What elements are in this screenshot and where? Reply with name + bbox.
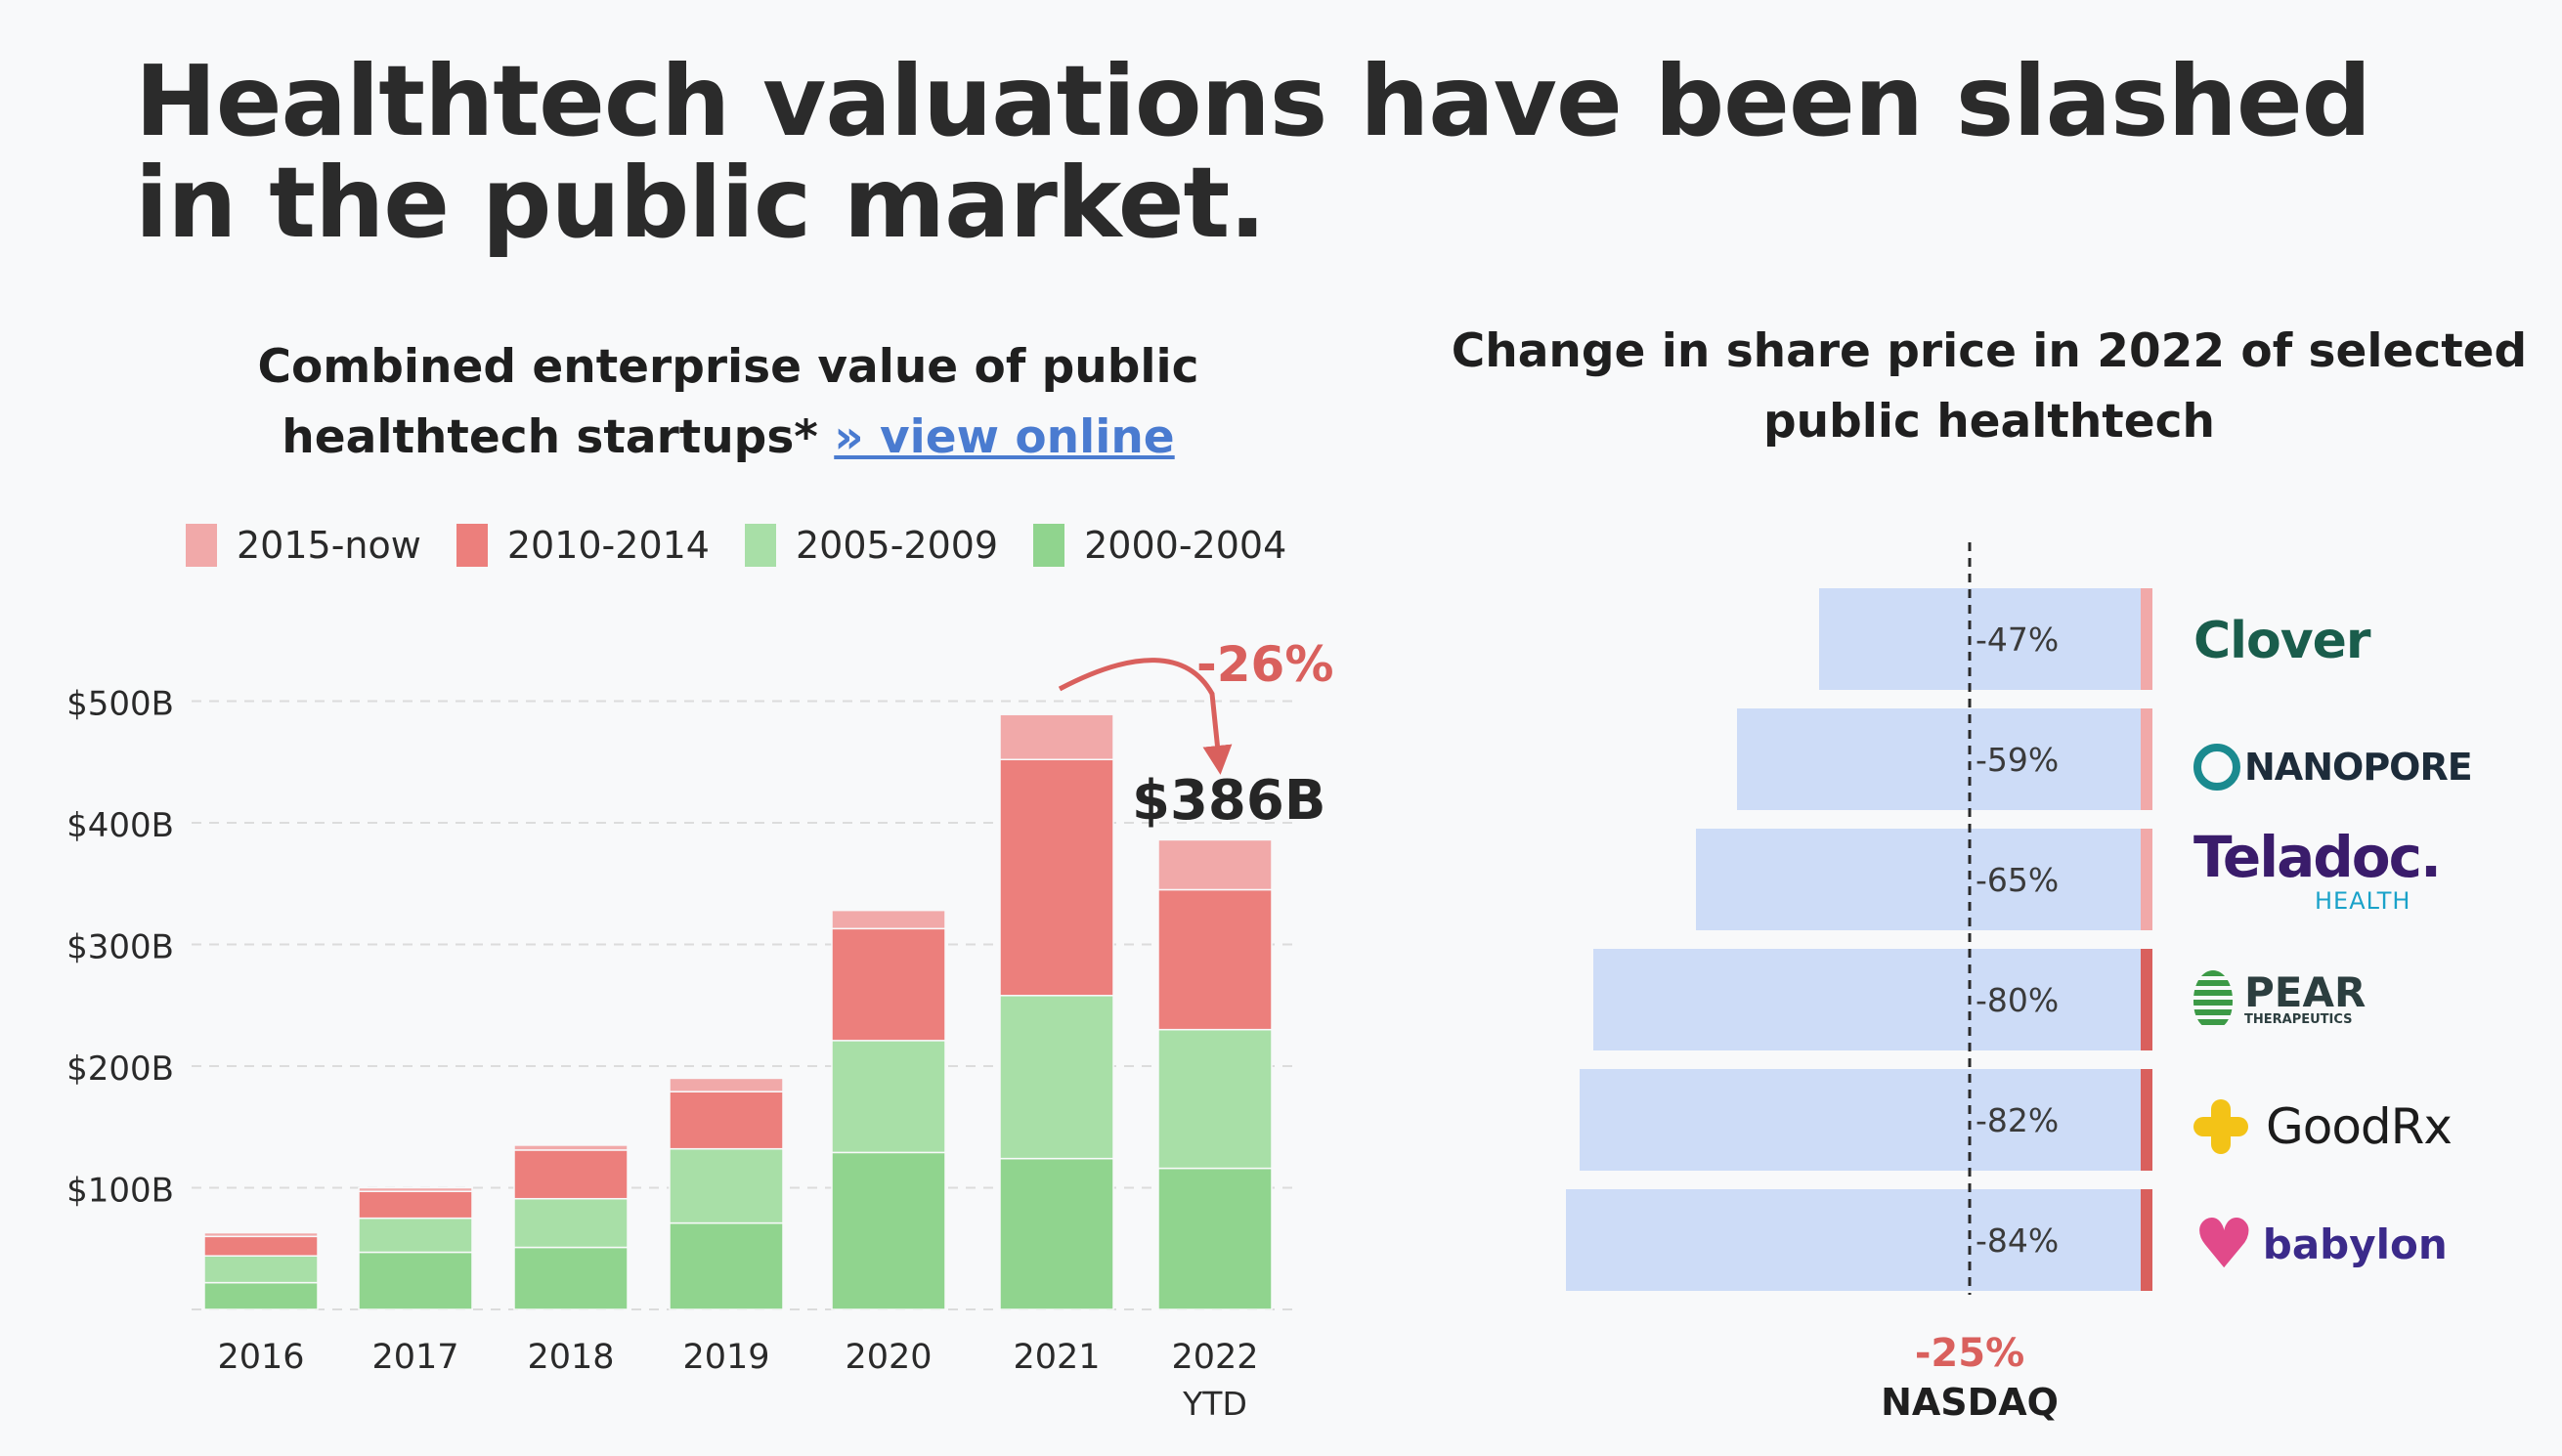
change-annotation: -26% <box>1196 636 1333 693</box>
change-arrow <box>1058 658 1233 775</box>
bar-segment-2005-2009-2017 <box>358 1217 473 1254</box>
share-price-value-label: -80% <box>1976 981 2059 1019</box>
bar-segment-2010-2014-2017 <box>358 1190 473 1220</box>
chart-legend: 2015-now 2010-2014 2005-2009 2000-2004 <box>186 524 1322 567</box>
bar-segment-2000-2004-2022 <box>1157 1167 1273 1310</box>
bar-segment-2000-2004-2018 <box>513 1246 629 1310</box>
y-tick-label: $300B <box>66 928 174 967</box>
plus-icon <box>2193 1099 2248 1154</box>
nasdaq-value-label: -25% <box>1915 1331 2024 1376</box>
babylon-logo: ♥ babylon <box>2193 1204 2448 1284</box>
y-tick-label: $100B <box>66 1172 174 1211</box>
bar-segment-2015-now-2022 <box>1157 838 1273 891</box>
legend-swatch <box>1033 524 1065 567</box>
share-price-bar-Clover <box>1819 588 2141 690</box>
legend-item: 2015-now <box>186 524 421 567</box>
x-tick-sublabel: YTD <box>1182 1385 1247 1423</box>
bar-end-marker <box>2141 829 2152 930</box>
bar-segment-2010-2014-2021 <box>999 758 1114 997</box>
x-tick-label: 2019 <box>682 1338 769 1377</box>
share-price-bar-Teladoc Health <box>1696 829 2141 930</box>
page-title: Healthtech valuations have been slashed … <box>135 44 2371 260</box>
bar-segment-2005-2009-2018 <box>513 1197 629 1249</box>
oxford-nanopore-logo: NANOPORE <box>2193 723 2516 811</box>
y-tick-label: $400B <box>66 806 174 845</box>
bar-segment-2010-2014-2016 <box>203 1235 319 1257</box>
y-tick-label: $200B <box>66 1049 174 1089</box>
bar-end-marker <box>2141 588 2152 690</box>
goodrx-logo: GoodRx <box>2193 1083 2516 1171</box>
share-price-value-label: -47% <box>1976 621 2059 659</box>
legend-item: 2000-2004 <box>1033 524 1286 567</box>
left-chart-subtitle-text: Combined enterprise value of public heal… <box>257 340 1199 464</box>
bar-segment-2015-now-2021 <box>999 713 1114 761</box>
bar-end-marker <box>2141 708 2152 810</box>
legend-swatch <box>186 524 217 567</box>
bar-segment-2005-2009-2020 <box>831 1040 946 1154</box>
legend-item: 2010-2014 <box>456 524 710 567</box>
bar-end-marker <box>2141 1069 2152 1171</box>
share-price-value-label: -65% <box>1976 861 2059 899</box>
share-price-chart: -47% -59% -65% -80% -82% -84% -25% NASDAQ <box>1566 542 2152 1424</box>
bar-segment-2005-2009-2022 <box>1157 1028 1273 1170</box>
right-chart-subtitle: Change in share price in 2022 of selecte… <box>1451 324 2528 449</box>
x-tick-label: 2016 <box>217 1338 304 1377</box>
bar-segment-2000-2004-2021 <box>999 1157 1114 1310</box>
legend-label: 2000-2004 <box>1084 524 1287 567</box>
x-tick-label: 2020 <box>845 1338 932 1377</box>
bar-segment-2000-2004-2019 <box>669 1221 784 1310</box>
legend-label: 2010-2014 <box>506 524 710 567</box>
bar-segment-2010-2014-2018 <box>513 1149 629 1200</box>
share-price-value-label: -82% <box>1976 1101 2059 1139</box>
bar-segment-2010-2014-2022 <box>1157 888 1273 1031</box>
share-price-bar-babylon <box>1566 1189 2141 1291</box>
pear-therapeutics-logo: PEAR THERAPEUTICS <box>2193 956 2516 1044</box>
left-chart-subtitle: Combined enterprise value of public heal… <box>117 332 1339 473</box>
stacked-bar-chart: $100B $200B $300B $400B $500B 2016 2017 2018 201… <box>66 636 1333 1423</box>
nanopore-ring-icon <box>2193 744 2240 791</box>
share-price-value-label: -84% <box>1976 1221 2059 1260</box>
share-price-bar-Pear Therapeutics <box>1593 949 2141 1050</box>
legend-swatch <box>456 524 488 567</box>
total-annotation: $386B <box>1132 769 1326 833</box>
bar-segment-2005-2009-2021 <box>999 995 1114 1160</box>
bar-segment-2000-2004-2016 <box>203 1281 319 1310</box>
legend-swatch <box>744 524 776 567</box>
legend-label: 2015-now <box>237 524 421 567</box>
share-price-value-label: -59% <box>1976 741 2059 779</box>
view-online-link[interactable]: » view online <box>834 410 1175 464</box>
bar-end-marker <box>2141 949 2152 1050</box>
x-tick-label: 2021 <box>1013 1338 1100 1377</box>
bar-segment-2010-2014-2019 <box>669 1091 784 1150</box>
bar-segment-2015-now-2018 <box>513 1144 629 1151</box>
nasdaq-name-label: NASDAQ <box>1881 1381 2059 1424</box>
bar-segment-2000-2004-2017 <box>358 1251 473 1310</box>
bar-segment-2015-now-2020 <box>831 909 946 930</box>
clover-logo: Clover <box>2193 612 2371 670</box>
x-tick-label: 2017 <box>371 1338 458 1377</box>
bar-segment-2010-2014-2020 <box>831 927 946 1042</box>
share-price-bar-Oxford Nanopore <box>1737 708 2141 810</box>
legend-item: 2005-2009 <box>744 524 999 567</box>
x-tick-label: 2022 <box>1171 1338 1258 1377</box>
bar-segment-2015-now-2019 <box>669 1077 784 1092</box>
x-tick-label: 2018 <box>527 1338 614 1377</box>
bar-segment-2015-now-2016 <box>203 1231 319 1238</box>
bar-segment-2000-2004-2020 <box>831 1151 946 1310</box>
heart-icon: ♥ <box>2193 1204 2255 1284</box>
pear-icon <box>2193 970 2233 1029</box>
legend-label: 2005-2009 <box>795 524 999 567</box>
bar-segment-2015-now-2017 <box>358 1186 473 1192</box>
bar-end-marker <box>2141 1189 2152 1291</box>
share-price-bar-GoodRx <box>1580 1069 2141 1171</box>
teladoc-health-logo: Teladoc. HEALTH <box>2193 824 2442 915</box>
bar-segment-2005-2009-2019 <box>669 1147 784 1224</box>
bar-segment-2005-2009-2016 <box>203 1255 319 1284</box>
y-tick-label: $500B <box>66 685 174 724</box>
